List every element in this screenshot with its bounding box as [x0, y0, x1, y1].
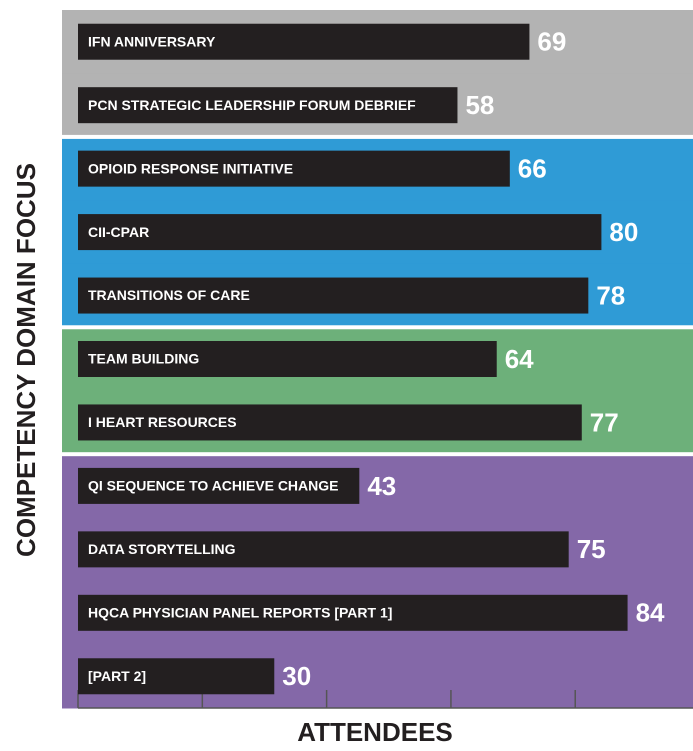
- value-label: 69: [537, 27, 566, 57]
- bar: [78, 341, 497, 377]
- bar: [78, 404, 582, 441]
- value-label: 80: [609, 217, 638, 247]
- category-label: OPIOID RESPONSE INITIATIVE: [88, 160, 293, 176]
- category-label: I HEART RESOURCES: [88, 414, 237, 430]
- group-separator: [62, 325, 693, 330]
- bar: [78, 531, 569, 568]
- bar: [78, 150, 510, 187]
- bar: [78, 658, 275, 695]
- value-label: 78: [596, 280, 625, 310]
- category-label: IFN ANNIVERSARY: [88, 33, 216, 49]
- group-separator: [62, 134, 693, 139]
- bar: [78, 87, 458, 124]
- category-label: DATA STORYTELLING: [88, 541, 236, 557]
- category-label: CII-CPAR: [88, 224, 149, 240]
- bar: [78, 594, 628, 631]
- category-label: [PART 2]: [88, 668, 146, 684]
- value-label: 77: [590, 407, 619, 437]
- value-label: 75: [577, 534, 606, 564]
- group-separator: [62, 452, 693, 457]
- bar: [78, 277, 589, 314]
- value-label: 43: [367, 471, 396, 501]
- bar: [78, 467, 360, 504]
- y-axis-title: COMPETENCY DOMAIN FOCUS: [11, 163, 41, 557]
- category-label: QI SEQUENCE TO ACHIEVE CHANGE: [88, 478, 338, 494]
- category-label: TRANSITIONS OF CARE: [88, 287, 250, 303]
- bar: [78, 214, 602, 251]
- value-label: 58: [465, 90, 494, 120]
- value-label: 64: [505, 344, 534, 374]
- value-label: 66: [518, 154, 547, 184]
- bar: [78, 23, 530, 60]
- category-label: HQCA PHYSICIAN PANEL REPORTS [PART 1]: [88, 605, 392, 621]
- x-axis-title: ATTENDEES: [297, 717, 453, 747]
- category-label: TEAM BUILDING: [88, 351, 199, 367]
- value-label: 84: [636, 598, 665, 628]
- value-label: 30: [282, 661, 311, 691]
- category-label: PCN STRATEGIC LEADERSHIP FORUM DEBRIEF: [88, 97, 416, 113]
